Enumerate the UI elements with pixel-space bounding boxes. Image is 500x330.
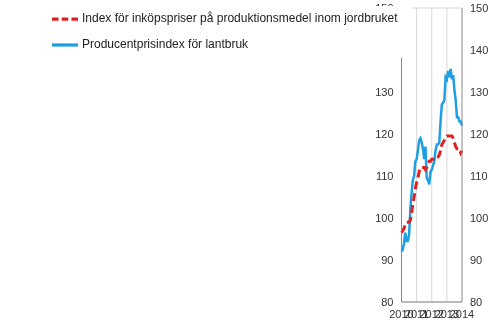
svg-text:2014: 2014 [450, 308, 474, 320]
svg-text:2012: 2012 [419, 307, 444, 320]
svg-text:90: 90 [381, 254, 393, 266]
svg-text:150: 150 [470, 2, 488, 14]
svg-text:2010: 2010 [389, 307, 414, 320]
svg-text:150: 150 [375, 2, 393, 14]
svg-text:110: 110 [470, 170, 488, 182]
html-text:Index för inköpspriser på prod: Index för inköpspriser på produktionsmed… [82, 11, 398, 26]
svg-text:100: 100 [470, 212, 488, 224]
svg-text:130: 130 [470, 86, 488, 98]
svg-text:2013: 2013 [434, 307, 460, 320]
svg-text:2011: 2011 [404, 307, 429, 320]
svg-text:120: 120 [470, 128, 488, 140]
svg-text:140: 140 [375, 44, 393, 56]
svg-text:80: 80 [470, 296, 482, 308]
svg-text:130: 130 [375, 86, 393, 98]
svg-text:110: 110 [376, 170, 394, 182]
svg-text:90: 90 [470, 254, 482, 266]
svg-text:140: 140 [470, 44, 488, 56]
svg-text:80: 80 [381, 296, 393, 308]
svg-text:100: 100 [375, 212, 393, 224]
html-text:Producentprisindex för lantbru: Producentprisindex för lantbruk [82, 37, 249, 52]
svg-text:120: 120 [375, 128, 393, 140]
